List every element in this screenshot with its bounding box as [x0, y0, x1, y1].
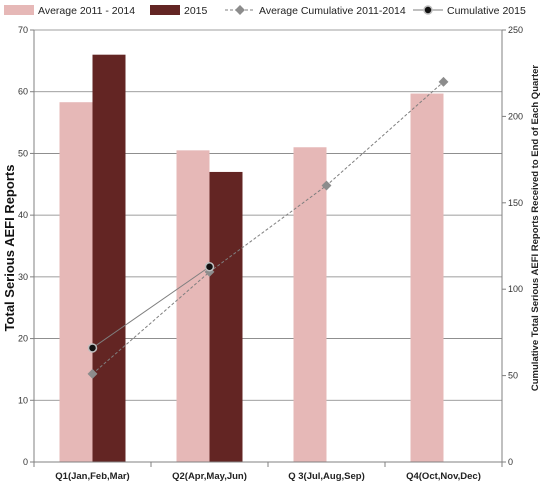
- bar-average-2: [176, 150, 210, 463]
- legend: Average 2011 - 2014 2015 Average Cumulat…: [4, 5, 526, 17]
- y-tick-label: 20: [18, 334, 28, 344]
- x-category-label: Q2(Apr,May,Jun): [172, 471, 247, 482]
- x-category-label: Q4(Oct,Nov,Dec): [406, 471, 481, 482]
- marker-cumulative-2015-2: [204, 261, 215, 272]
- y-tick-label: 10: [18, 395, 28, 405]
- y-axis-label: Total Serious AEFI Reports: [2, 165, 17, 332]
- y-tick-label: 70: [18, 25, 28, 35]
- legend-label-average-bar: Average 2011 - 2014: [38, 5, 135, 17]
- bar-average-1: [59, 102, 93, 462]
- bar-2015-1: [92, 54, 126, 462]
- y-tick-label: 0: [23, 457, 28, 467]
- y-tick-label: 50: [18, 148, 28, 158]
- y2-tick-label: 100: [508, 284, 523, 294]
- cumulative-lines: [87, 76, 449, 379]
- y2-tick-label: 50: [508, 371, 518, 381]
- y-tick-label: 60: [18, 87, 28, 97]
- legend-swatch-2015-bar: [150, 5, 180, 15]
- y-tick-label: 40: [18, 210, 28, 220]
- line-cumulative-2015: [92, 266, 210, 349]
- legend-label-cumulative-2015: Cumulative 2015: [447, 5, 526, 17]
- y2-tick-label: 0: [508, 457, 513, 467]
- y2-tick-label: 200: [508, 111, 523, 121]
- bars: [59, 54, 444, 463]
- legend-label-2015-bar: 2015: [184, 5, 208, 17]
- marker-cumulative-2015-1: [87, 343, 98, 353]
- marker-average-cumulative-3: [321, 180, 332, 191]
- y2-axis-label: Cumulative Total Serious AEFI Reports Re…: [530, 65, 541, 392]
- bar-average-3: [293, 147, 327, 462]
- legend-marker-average-cumulative: [235, 5, 245, 15]
- legend-label-average-cumulative: Average Cumulative 2011-2014: [259, 5, 406, 17]
- bar-average-4: [410, 93, 444, 463]
- line-average-cumulative: [92, 81, 444, 375]
- y-tick-label: 30: [18, 272, 28, 282]
- x-category-label: Q 3(Jul,Aug,Sep): [288, 471, 365, 482]
- x-category-label: Q1(Jan,Feb,Mar): [55, 471, 129, 482]
- y2-tick-label: 250: [508, 25, 523, 35]
- bar-2015-2: [209, 171, 243, 462]
- legend-marker-cumulative-2015: [423, 5, 433, 15]
- y2-tick-label: 150: [508, 198, 523, 208]
- legend-swatch-average-bar: [4, 5, 34, 15]
- axes: 0 10 20 30 40 50 60 70 0 50 100 150 200 250 Q1(Jan,Feb…: [18, 25, 523, 482]
